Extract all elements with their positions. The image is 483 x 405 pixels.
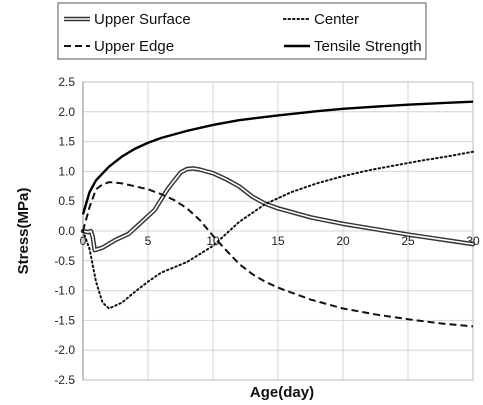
- legend-label-center: Center: [314, 11, 359, 28]
- x-axis-title: Age(day): [250, 384, 314, 401]
- y-tick-label: 2.5: [58, 75, 75, 89]
- y-tick-label: 0.0: [58, 224, 75, 238]
- y-tick-label: 2.0: [58, 105, 75, 119]
- x-tick-label: 0: [80, 234, 87, 248]
- x-tick-label: 20: [336, 234, 350, 248]
- y-axis-title: Stress(MPa): [15, 188, 32, 275]
- x-tick-label: 15: [271, 234, 285, 248]
- series-line-tensile-strength: [81, 100, 474, 215]
- y-tick-label: 1.5: [58, 135, 75, 149]
- series-line-upper-surface-inner: [82, 167, 474, 251]
- y-tick-label: 0.5: [58, 194, 75, 208]
- legend-label-tensile-strength: Tensile Strength: [314, 38, 422, 55]
- legend: Upper Surface Center Upper Edge Tensile Str…: [57, 2, 427, 60]
- y-tick-label: -0.5: [54, 254, 75, 268]
- y-tick-label: -2.0: [54, 343, 75, 357]
- legend-box: [57, 2, 427, 60]
- series-line-center: [82, 150, 474, 310]
- legend-label-upper-edge: Upper Edge: [94, 38, 174, 55]
- x-tick-label: 10: [206, 234, 220, 248]
- legend-label-upper-surface: Upper Surface: [94, 11, 191, 28]
- y-tick-label: 1.0: [58, 164, 75, 178]
- y-tick-label: -1.0: [54, 284, 75, 298]
- y-tick-label: -1.5: [54, 313, 75, 327]
- y-tick-label: -2.5: [54, 373, 75, 387]
- x-tick-label: 25: [401, 234, 415, 248]
- x-tick-label: 5: [145, 234, 152, 248]
- plot-area: 2.5 2.0 1.5 1.0 0.5 0.0 -0.5 -1.0 -1.5 -2.0 -2.5 0 5…: [54, 75, 480, 387]
- series-line-upper-edge: [82, 181, 474, 328]
